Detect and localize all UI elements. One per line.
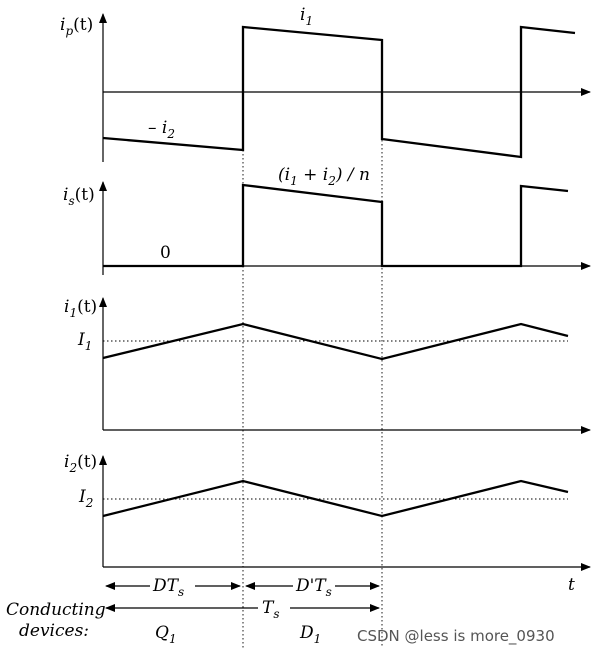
- i1-axis-label: i1(t): [64, 297, 97, 320]
- t-axis-label: t: [568, 575, 575, 595]
- ip-panel: ip(t) i1 – i2: [60, 5, 591, 162]
- dpts-label: D'Ts: [295, 576, 332, 599]
- conducting-label-line1: Conducting: [6, 600, 106, 620]
- is-zero-label: 0: [160, 243, 171, 263]
- i2-panel: i2(t) I2: [64, 452, 591, 571]
- is-high-level-label: (i1 + i2) / n: [278, 165, 370, 188]
- ip-axis-label: ip(t): [60, 15, 93, 38]
- watermark: CSDN @less is more_0930: [357, 627, 555, 646]
- i1-panel: i1(t) I1: [64, 297, 591, 434]
- is-axis-label: is(t): [63, 185, 95, 208]
- i2-waveform: [102, 479, 569, 518]
- q1-device-label: Q1: [155, 623, 177, 646]
- i1-level-label: i1: [300, 5, 313, 28]
- time-annotations: t DTs D'Ts Ts Conducting devices: Q1 D1: [6, 575, 575, 646]
- i2-axis-label: i2(t): [64, 452, 97, 475]
- i1-waveform: [102, 322, 569, 361]
- I2-level-label: I2: [78, 487, 93, 510]
- ts-label: Ts: [262, 598, 280, 621]
- neg-i2-level-label: – i2: [148, 118, 175, 141]
- ip-waveform: [102, 25, 576, 159]
- I1-level-label: I1: [77, 330, 92, 353]
- dts-label: DTs: [152, 576, 184, 599]
- is-waveform: [103, 183, 569, 268]
- is-panel: is(t) (i1 + i2) / n 0: [63, 165, 591, 275]
- conducting-label-line2: devices:: [19, 621, 89, 641]
- d1-device-label: D1: [299, 623, 321, 646]
